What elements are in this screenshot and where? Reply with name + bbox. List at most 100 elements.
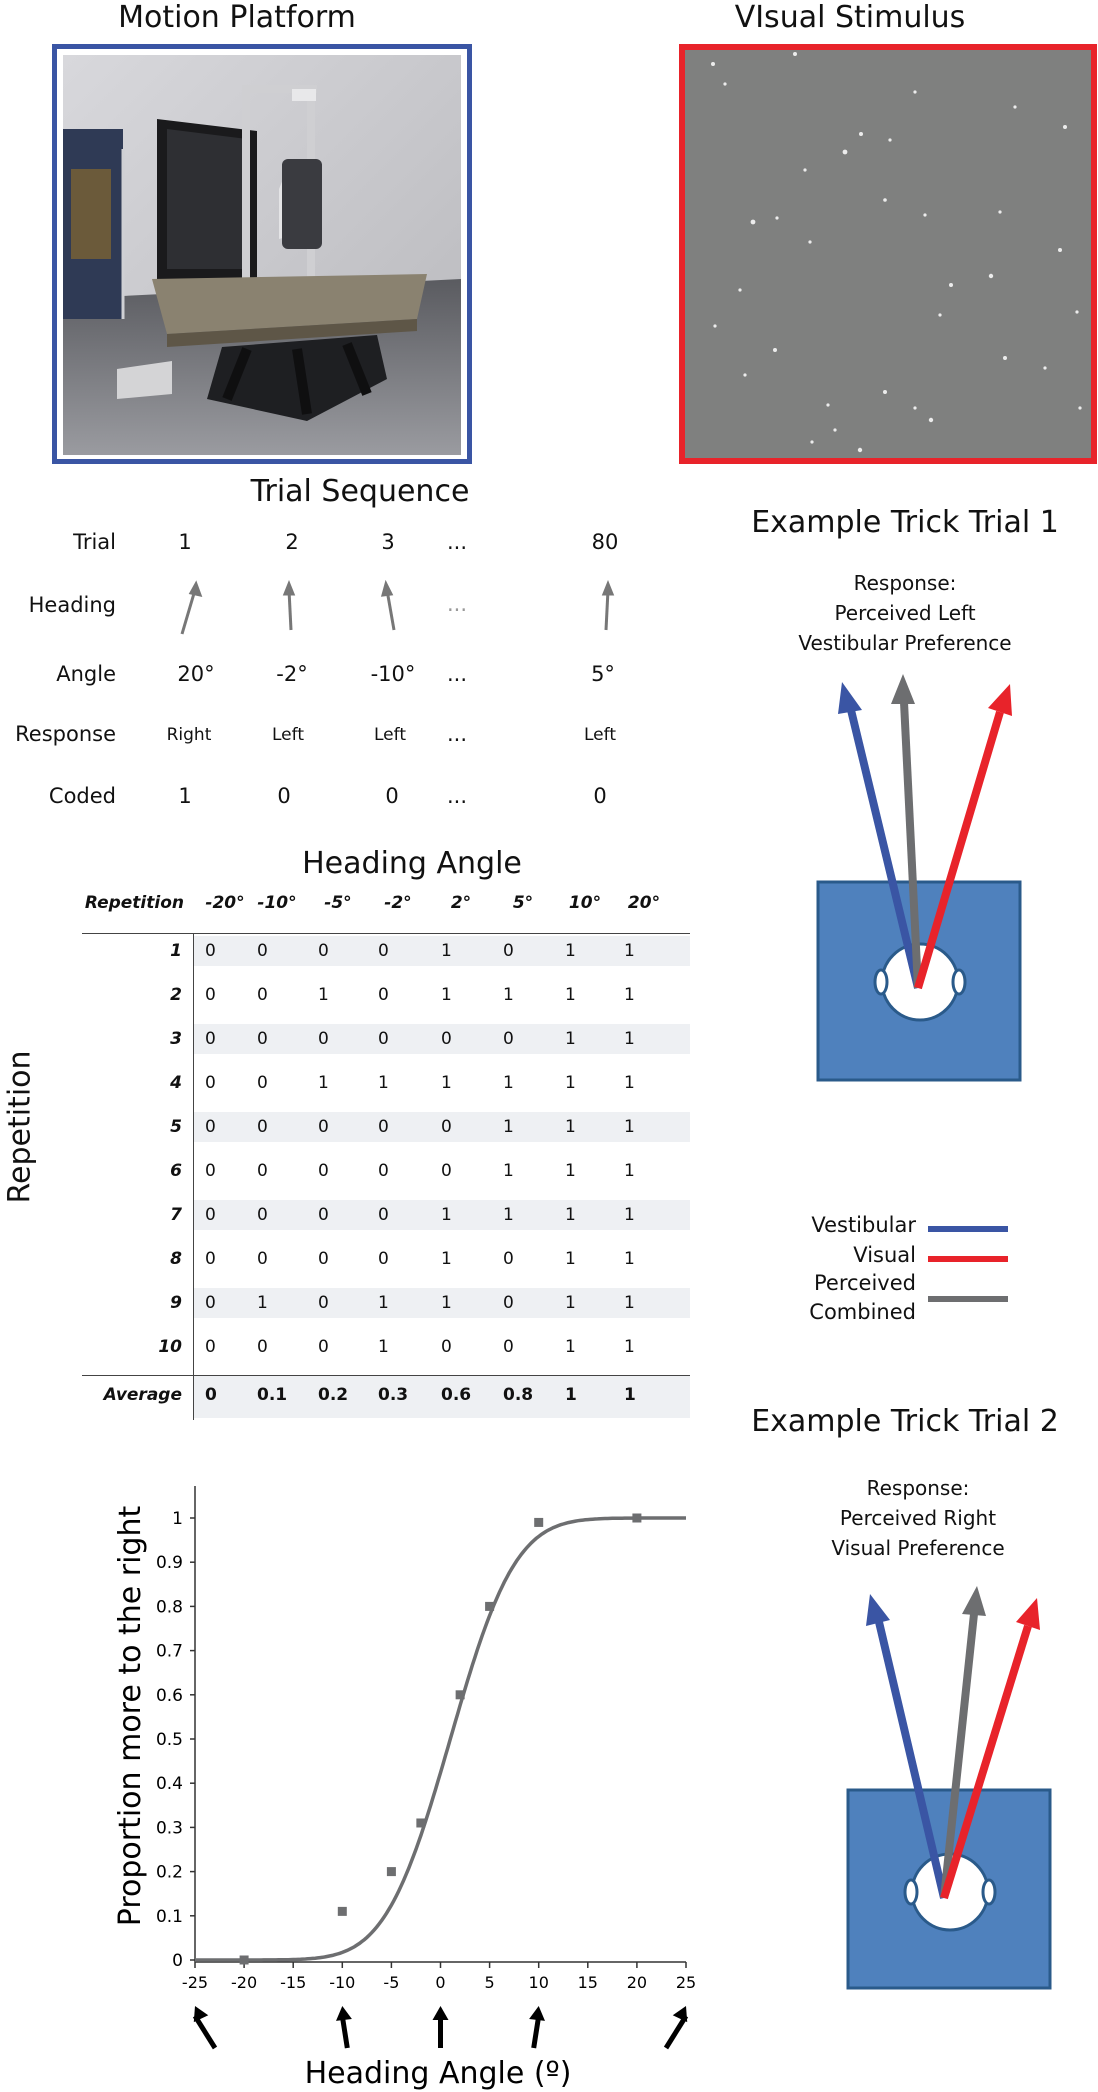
column-header: 10° bbox=[568, 893, 602, 913]
table-cell: 1 bbox=[257, 1293, 268, 1313]
y-tick-label: 0.1 bbox=[156, 1907, 183, 1927]
table-cell: 0 bbox=[257, 1205, 268, 1225]
right-ear-icon bbox=[951, 968, 967, 996]
right-ear-icon bbox=[981, 1878, 997, 1906]
table-cell: 0 bbox=[205, 1161, 216, 1181]
table-cell: 0 bbox=[205, 1073, 216, 1093]
table-cell: 0 bbox=[257, 985, 268, 1005]
row-label: 10 bbox=[158, 1337, 182, 1357]
trick-trial-1-title: Example Trick Trial 1 bbox=[751, 505, 1059, 540]
data-point bbox=[386, 1867, 396, 1877]
y-tick-label: 1 bbox=[172, 1509, 183, 1529]
x-tick-label: 5 bbox=[485, 1973, 495, 1992]
table-cell: 0 bbox=[318, 1293, 329, 1313]
fit-curve bbox=[195, 1516, 686, 1962]
data-point bbox=[239, 1955, 249, 1965]
heading-arrow-icon bbox=[192, 2006, 218, 2050]
table-cell: 1 bbox=[565, 1205, 576, 1225]
psychometric-chart: Proportion more to the right Heading Ang… bbox=[113, 1486, 696, 2091]
table-cell: 0 bbox=[205, 1117, 216, 1137]
trial-response: Right bbox=[166, 725, 212, 745]
legend-line-visual bbox=[928, 1256, 1008, 1262]
table-cell: 0 bbox=[441, 1117, 452, 1137]
row-stripe bbox=[194, 1200, 690, 1230]
visual-stimulus-image bbox=[679, 44, 1097, 464]
row-label: 4 bbox=[170, 1073, 182, 1093]
table-cell: 1 bbox=[441, 1073, 452, 1093]
legend-line-perceived bbox=[928, 1296, 1008, 1302]
heading-table-title: Heading Angle bbox=[302, 846, 522, 881]
table-cell: 0 bbox=[257, 1073, 268, 1093]
table-cell: 0 bbox=[205, 941, 216, 961]
table-cell: 0 bbox=[318, 1161, 329, 1181]
column-header: -2° bbox=[384, 893, 412, 913]
perceived-arrow bbox=[900, 701, 922, 989]
vestibular-arrow bbox=[847, 709, 922, 989]
table-cell: 0 bbox=[205, 985, 216, 1005]
column-header: 2° bbox=[450, 893, 472, 913]
table-cell: 1 bbox=[378, 1073, 389, 1093]
table-cell: 0 bbox=[378, 1249, 389, 1269]
x-tick-label: -20 bbox=[231, 1973, 257, 1992]
y-tick-label: 0.9 bbox=[156, 1553, 183, 1573]
row-stripe bbox=[194, 1112, 690, 1142]
data-point bbox=[632, 1513, 642, 1523]
trial-coded: 0 bbox=[277, 784, 291, 808]
table-cell: 0 bbox=[503, 1293, 514, 1313]
trial-angle: -10° bbox=[370, 662, 416, 686]
table-cell: 0 bbox=[318, 1029, 329, 1049]
table-cell: 1 bbox=[624, 1073, 635, 1093]
data-point bbox=[485, 1601, 495, 1611]
trial-number: 1 bbox=[178, 530, 192, 554]
table-cell: 0 bbox=[205, 1337, 216, 1357]
table-cell: 1 bbox=[503, 1161, 514, 1181]
trick-trial-2-response-line-1: Response: bbox=[866, 1476, 970, 1500]
trick-trial-1-response-line-1: Response: bbox=[853, 571, 957, 595]
visual-stimulus-title: VIsual Stimulus bbox=[734, 0, 966, 35]
trial-coded: 0 bbox=[593, 784, 607, 808]
table-cell: 1 bbox=[441, 1205, 452, 1225]
column-header: 5° bbox=[512, 893, 534, 913]
data-point bbox=[337, 1906, 347, 1916]
table-cell: 0 bbox=[318, 941, 329, 961]
table-header-rule bbox=[82, 933, 690, 934]
table-cell: 0 bbox=[257, 1117, 268, 1137]
table-cell: 1 bbox=[503, 1205, 514, 1225]
trick-trial-1-response-line-2: Perceived Left bbox=[834, 601, 976, 625]
left-ear-icon bbox=[873, 968, 889, 996]
row-label-average: Average bbox=[103, 1385, 182, 1405]
table-cell: 1 bbox=[624, 1029, 635, 1049]
trick-trial-2-diagram bbox=[846, 1586, 1052, 1990]
table-cell: 0 bbox=[441, 1161, 452, 1181]
trial-response: Left bbox=[272, 725, 304, 745]
y-axis-label: Proportion more to the right bbox=[113, 1506, 148, 1927]
legend-label-vestibular: Vestibular bbox=[811, 1213, 916, 1237]
trial-coded: ... bbox=[446, 784, 468, 808]
row-label: 6 bbox=[170, 1161, 182, 1181]
x-tick-label: 20 bbox=[627, 1973, 647, 1992]
trial-coded: 1 bbox=[178, 784, 192, 808]
table-cell: 0 bbox=[378, 985, 389, 1005]
row-label: 8 bbox=[170, 1249, 182, 1269]
table-cell: 1 bbox=[378, 1293, 389, 1313]
column-header: 20° bbox=[627, 893, 661, 913]
data-point bbox=[455, 1690, 465, 1700]
x-tick-label: -25 bbox=[182, 1973, 208, 1992]
row-label: 5 bbox=[170, 1117, 182, 1137]
table-cell: 0 bbox=[503, 1337, 514, 1357]
trial-response: ... bbox=[446, 722, 468, 746]
table-cell: 1 bbox=[441, 1249, 452, 1269]
y-tick-label: 0.6 bbox=[156, 1686, 183, 1706]
table-cell: 1 bbox=[503, 1117, 514, 1137]
trial-number: 2 bbox=[285, 530, 299, 554]
table-cell: 0 bbox=[318, 1337, 329, 1357]
repetition-axis-label: Repetition bbox=[2, 1050, 38, 1204]
table-cell: 0 bbox=[257, 1337, 268, 1357]
table-cell: 1 bbox=[624, 1205, 635, 1225]
table-cell: 1 bbox=[624, 1337, 635, 1357]
visual-arrow bbox=[914, 710, 1004, 990]
table-average-rule bbox=[82, 1375, 690, 1376]
y-tick-label: 0.8 bbox=[156, 1597, 183, 1617]
legend-label-perceived: Perceived bbox=[814, 1271, 916, 1295]
x-tick-label: -5 bbox=[383, 1973, 399, 1992]
